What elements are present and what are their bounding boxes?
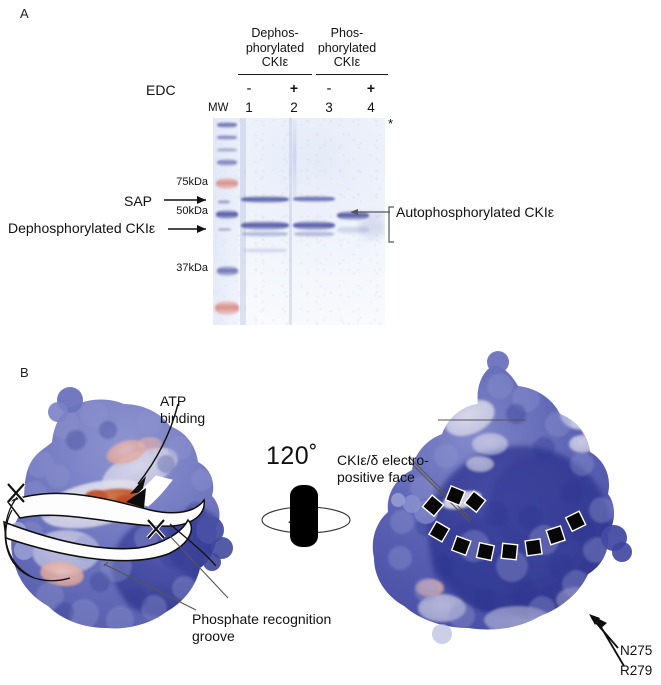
- band-lane3-lower: [337, 226, 369, 234]
- header-line: phorylated: [317, 40, 377, 55]
- mw-label-37kda: 37kDa: [176, 262, 208, 274]
- mw-label-75kda: 75kDa: [176, 176, 208, 188]
- arrows-residues: [589, 614, 625, 667]
- ladder-band: [217, 148, 237, 152]
- ladder-band: [218, 228, 231, 231]
- ladder-band-37kda: [217, 266, 238, 276]
- x-mark-right: [146, 518, 166, 540]
- arrow-atp-pocket: [126, 475, 173, 508]
- arrow-autophosphorylated: [350, 209, 390, 215]
- edc-row-label: EDC: [146, 82, 176, 98]
- cylinder-icon: [290, 485, 318, 547]
- header-line: phorylated: [245, 40, 305, 55]
- ladder-band: [217, 159, 237, 166]
- band-lane4-upper: [361, 210, 385, 220]
- band-lane2-sap: [293, 196, 335, 202]
- band-lane4-smear: [359, 216, 385, 240]
- panel-b-label: B: [20, 365, 29, 380]
- column-header-dephosphorylated: Dephos- phorylated CKIε: [232, 26, 318, 70]
- electropositive-leader-lines: [407, 419, 526, 523]
- lane-number-2: 2: [290, 100, 298, 115]
- label-residue-n275: N275: [620, 643, 653, 658]
- band-lane1-lower: [242, 231, 288, 237]
- edc-value-lane3: -: [326, 80, 332, 97]
- label-electropositive-face: CKIε/δ electro-positive face: [337, 452, 429, 486]
- left-structure: [3, 387, 233, 629]
- panel-a: A Dephos- phorylated CKIε Phos- phorylat…: [8, 6, 555, 325]
- edc-value-lane1: -: [246, 80, 252, 97]
- header-rule-phos: [316, 74, 388, 75]
- label-residue-r279: R279: [620, 663, 653, 678]
- ladder-band: [218, 200, 230, 204]
- annotation-autophosphorylated-label: Autophosphorylated CKIε: [396, 204, 555, 220]
- phosphate-groove-line1: Phosphate recognition: [192, 611, 332, 627]
- annotation-dephosphorylated-label: Dephosphorylated CKIε: [8, 220, 156, 236]
- panel-a-arrows: [164, 196, 394, 243]
- electropositive-line2: positive face: [337, 469, 415, 485]
- lane-header-mw: MW: [208, 102, 229, 114]
- label-phosphate-groove: Phosphate recognition groove: [192, 611, 331, 645]
- atp-binding-line2: binding: [160, 410, 206, 426]
- ladder-band-50kda: [216, 210, 238, 219]
- label-atp-binding: ATP binding: [160, 393, 205, 427]
- header-line: Dephos-: [251, 26, 299, 40]
- lane-number-4: 4: [367, 100, 375, 115]
- phosphate-groove-line2: groove: [192, 628, 235, 644]
- header-line: CKIε: [261, 55, 289, 69]
- arrow-dephosphorylated: [168, 225, 206, 233]
- right-structure: [372, 351, 632, 667]
- right-surface-body: [372, 365, 614, 630]
- panel-a-label: A: [20, 6, 29, 21]
- lane-background-mw: [213, 118, 239, 325]
- x-mark-left: [6, 482, 26, 504]
- electropositive-line1: CKIε/δ electro-: [337, 452, 429, 468]
- column-header-phosphorylated: Phos- phorylated CKIε: [304, 26, 390, 70]
- header-line: CKIε: [333, 55, 361, 69]
- band-lane2-lower: [294, 231, 334, 237]
- gel-image: [213, 118, 385, 325]
- lane-divider: [289, 118, 292, 325]
- ladder-band-75kda: [216, 178, 238, 189]
- edc-value-lane2: +: [289, 80, 299, 96]
- phosphate-groove-leaders: [103, 533, 229, 611]
- atp-binding-line1: ATP: [160, 393, 187, 409]
- left-surface-lobes: [10, 387, 233, 571]
- band-lane1-ckie: [241, 221, 289, 230]
- crosslink-leader-lines: [4, 493, 217, 582]
- edc-value-lane4: +: [366, 80, 376, 96]
- ladder-band: [217, 135, 237, 140]
- lane-divider: [240, 118, 246, 325]
- asterisk-marker: *: [388, 116, 394, 131]
- lane2-streak: [293, 118, 296, 198]
- crosslink-ribbons: [3, 492, 205, 562]
- lane-number-3: 3: [325, 100, 333, 115]
- surface-bumps: [17, 400, 213, 629]
- annotation-sap-label: SAP: [124, 193, 153, 209]
- header-line: Phos-: [330, 26, 364, 40]
- arrow-sap: [164, 196, 206, 204]
- ladder-band-bottom: [215, 301, 239, 315]
- mw-label-50kda: 50kDa: [176, 205, 208, 217]
- lane-number-1: 1: [245, 100, 253, 115]
- rotation-angle-label: 120˚: [266, 442, 319, 470]
- surface-bumps: [388, 373, 614, 630]
- band-lane1-trace: [243, 248, 287, 253]
- band-lane3-autophos: [337, 211, 369, 220]
- peptide-diamond-chain: [421, 484, 587, 562]
- surface-shadows: [416, 404, 596, 611]
- band-lane1-sap: [241, 196, 289, 203]
- ladder-band: [217, 122, 237, 128]
- header-rule-dephos: [238, 74, 312, 75]
- bracket-autophosphorylated: [388, 206, 394, 243]
- right-surface-lobes: [391, 351, 632, 644]
- rotation-axis-symbol: [261, 485, 351, 547]
- band-lane2-ckie: [293, 221, 335, 230]
- panel-b: B: [0, 351, 661, 685]
